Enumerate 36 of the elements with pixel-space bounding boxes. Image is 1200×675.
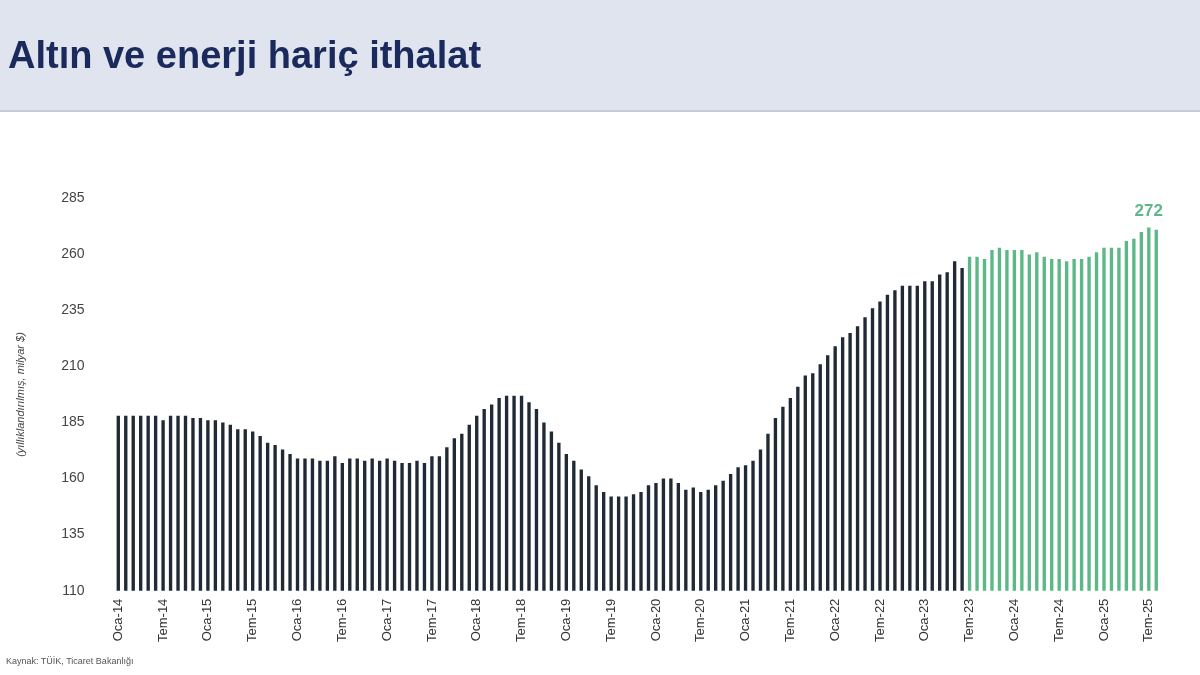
x-tick-label: Oca-22	[826, 598, 842, 642]
x-tick-label: Oca-23	[916, 598, 932, 642]
x-tick-label: Oca-21	[737, 598, 753, 642]
x-tick-label: Tem-14	[154, 598, 170, 643]
annotation: 272	[1134, 200, 1163, 220]
x-tick-label: Tem-19	[602, 598, 618, 643]
y-tick-label: 160	[61, 469, 85, 486]
y-tick-label: 210	[61, 357, 85, 374]
x-tick-label: Oca-15	[199, 598, 215, 642]
x-tick-label: Tem-16	[333, 598, 349, 643]
x-tick-label: Oca-25	[1095, 598, 1111, 642]
x-tick-label: Tem-22	[871, 598, 887, 643]
y-tick-label: 285	[61, 189, 85, 206]
y-axis-title: (yıllıklandırılmış, milyar $)	[13, 331, 26, 457]
x-tick-label: Tem-25	[1140, 598, 1156, 643]
x-tick-label: Tem-23	[961, 598, 977, 643]
x-tick-label: Oca-16	[289, 598, 305, 642]
chart-title: Altın ve enerji hariç ithalat	[8, 34, 482, 77]
x-tick-label: Tem-21	[781, 598, 797, 643]
x-tick-label: Oca-24	[1005, 598, 1021, 642]
x-tick-label: Oca-17	[378, 598, 394, 642]
y-tick-label: 110	[62, 581, 85, 598]
x-tick-label: Tem-17	[423, 598, 439, 643]
x-tick-label: Tem-18	[513, 598, 529, 643]
x-tick-label: Oca-19	[557, 598, 573, 642]
y-tick-label: 235	[61, 301, 85, 318]
x-tick-label: Oca-18	[468, 598, 484, 642]
text: Kaynak: TÜİK, Ticaret Bakanlığı	[6, 656, 134, 666]
x-tick-label: Tem-15	[244, 598, 260, 643]
y-tick-label: 260	[61, 245, 85, 262]
y-tick-label: 185	[61, 413, 85, 430]
x-tick-label: Oca-20	[647, 598, 663, 642]
x-tick-label: Tem-24	[1050, 598, 1066, 643]
y-tick-label: 135	[61, 525, 85, 542]
x-tick-label: Oca-14	[109, 598, 125, 642]
x-tick-label: Tem-20	[692, 598, 708, 643]
